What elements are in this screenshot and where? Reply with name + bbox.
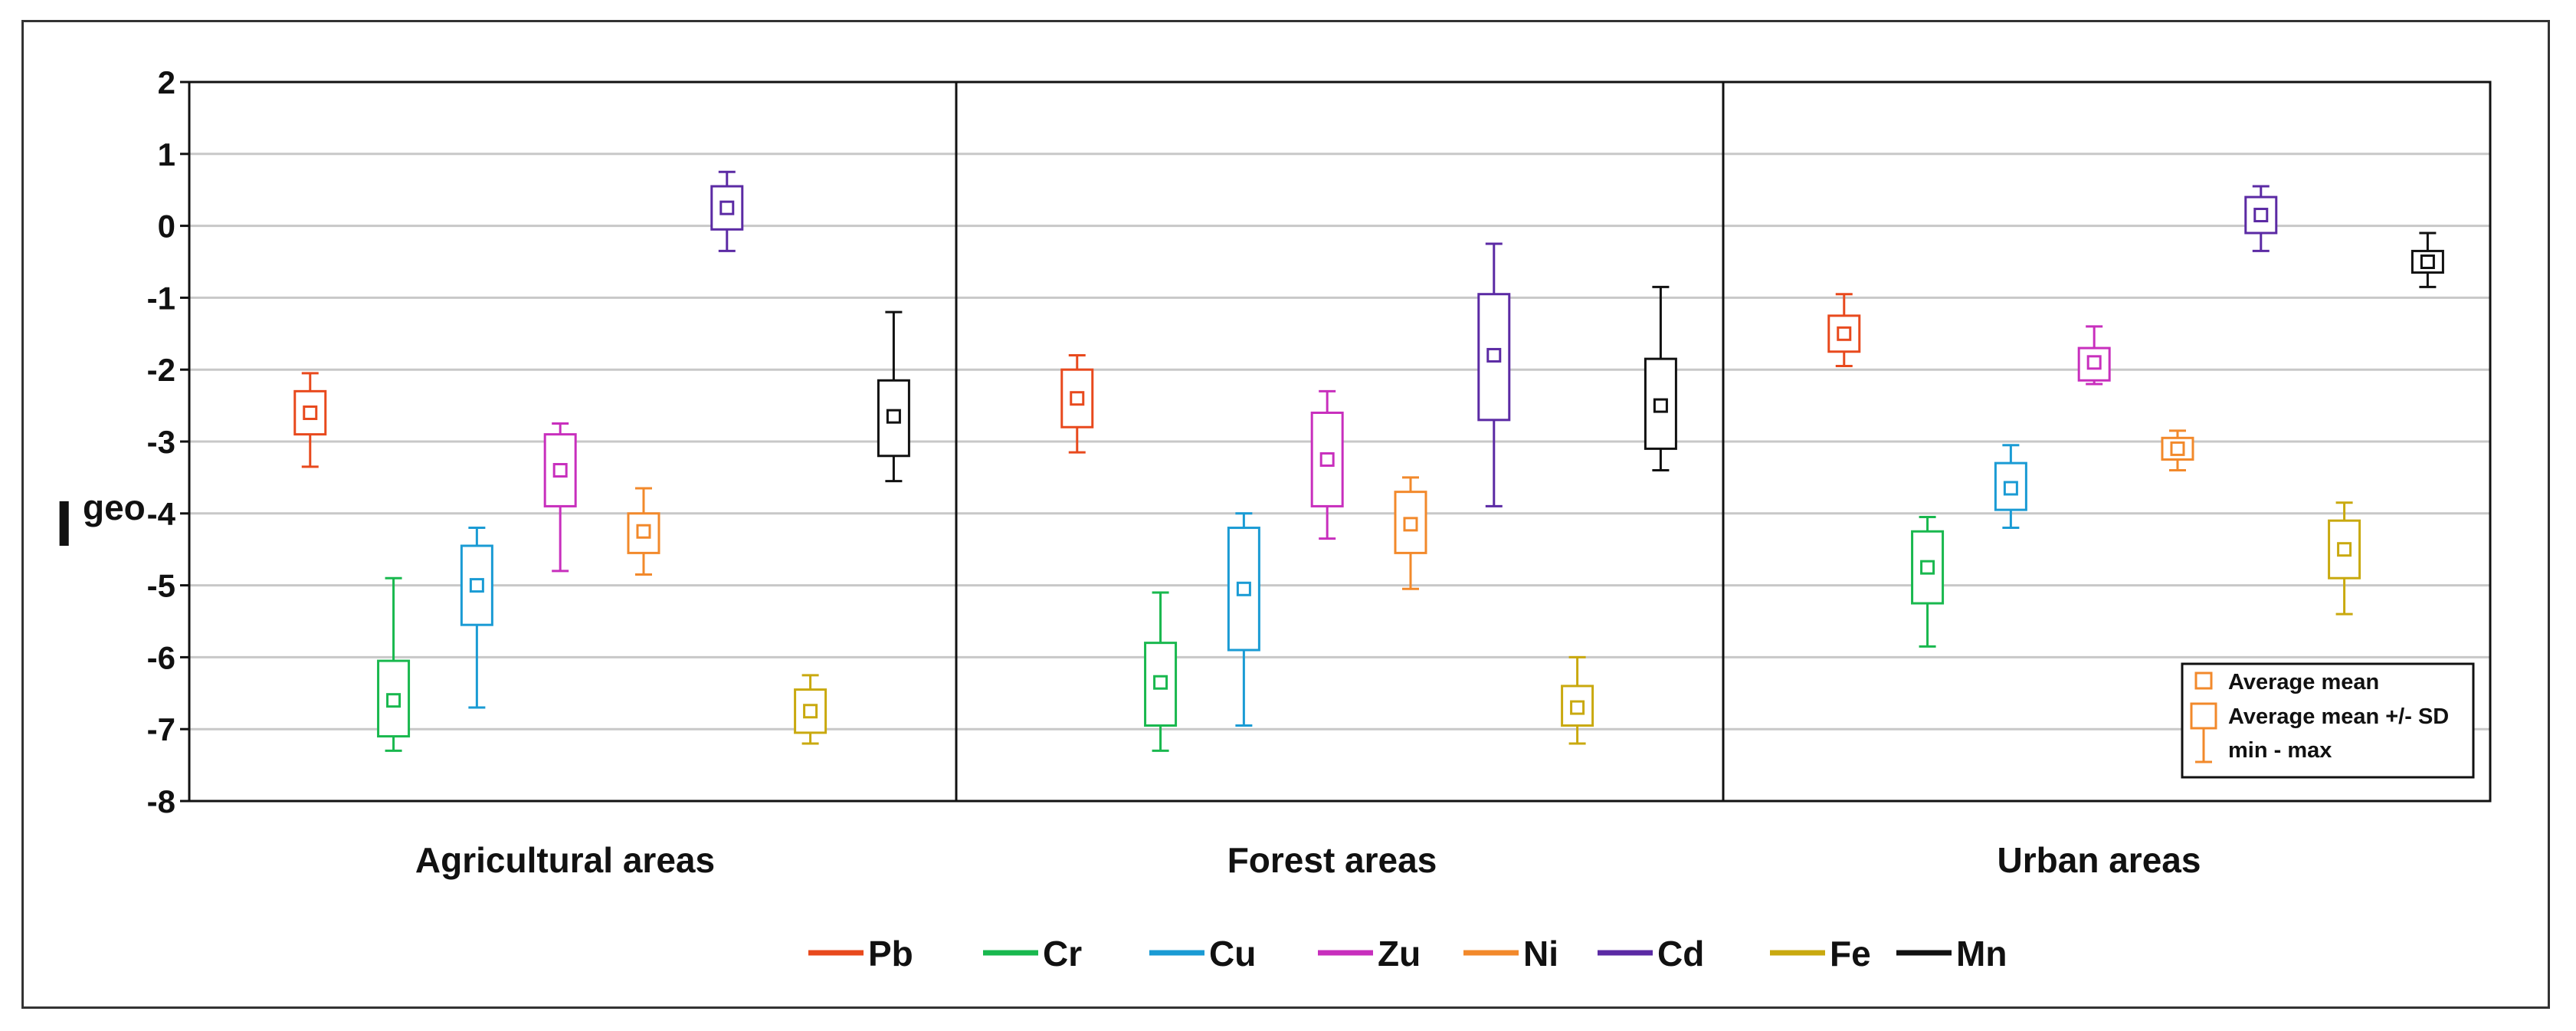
mean-marker <box>469 578 484 593</box>
box-pb <box>293 372 327 468</box>
mean-marker <box>2337 542 2352 557</box>
legend-item-pb: Pb <box>808 934 913 974</box>
mean-marker <box>803 704 818 719</box>
mean-marker <box>1153 675 1168 690</box>
legend-label: Cu <box>1209 934 1256 974</box>
y-tick-label: -6 <box>147 639 175 675</box>
y-tick-label: -5 <box>147 568 175 604</box>
key-label: Average mean <box>2228 670 2379 694</box>
box-cu <box>1227 512 1260 727</box>
mean-marker <box>2086 355 2102 370</box>
mean-marker <box>2253 208 2269 223</box>
box-fe <box>2328 501 2361 616</box>
mean-marker <box>1570 700 1585 715</box>
group-label: Agricultural areas <box>415 840 715 880</box>
y-axis: 2 1 0 -1 -2 -3 -4 -5 -6 -7 -8 <box>147 64 189 819</box>
legend-label: Mn <box>1956 934 2007 974</box>
group-labels: Agricultural areas Forest areas Urban area… <box>415 840 2201 880</box>
y-axis-label: I <box>55 488 73 560</box>
sd-box <box>710 185 744 231</box>
mean-marker <box>1070 391 1085 406</box>
mean-marker <box>1653 398 1668 413</box>
box-fe <box>794 674 828 745</box>
mean-marker <box>1319 451 1335 467</box>
mean-marker <box>2170 441 2185 456</box>
mean-marker <box>636 524 651 539</box>
box-mn <box>1644 285 1677 472</box>
box-cd <box>1477 242 1511 507</box>
y-tick-label: 2 <box>158 64 175 100</box>
plot-area <box>188 80 2492 803</box>
y-tick-label: -8 <box>147 783 175 819</box>
box-mn <box>2410 231 2444 288</box>
group-label: Urban areas <box>1998 840 2201 880</box>
box-cu <box>1994 444 2027 530</box>
box-zu <box>543 422 577 573</box>
y-tick-label: 0 <box>158 208 175 245</box>
sd-box <box>1060 368 1094 428</box>
legend-label: Cd <box>1657 934 1704 974</box>
mean-marker <box>1236 581 1251 596</box>
box-cu <box>460 527 493 709</box>
y-tick-label: -7 <box>147 711 175 747</box>
key-label: Average mean +/- SD <box>2228 704 2449 729</box>
legend-item-mn: Mn <box>1896 934 2007 974</box>
mean-marker <box>552 463 568 478</box>
legend: Pb Cr Cu Zu Ni Cd Fe Mn <box>808 934 2007 974</box>
box-pb <box>1827 293 1861 368</box>
box-zu <box>1310 389 1344 540</box>
y-axis-label-subscript: geo <box>83 488 146 527</box>
chart-frame <box>21 20 2550 1009</box>
legend-label: Ni <box>1523 934 1558 974</box>
mean-marker <box>303 405 318 420</box>
legend-item-cr: Cr <box>983 934 1082 974</box>
key-mean-symbol <box>2194 671 2213 690</box>
legend-label: Zu <box>1378 934 1421 974</box>
mean-marker <box>1403 517 1418 532</box>
box-mn <box>877 310 910 483</box>
legend-label: Cr <box>1043 934 1082 974</box>
box-cr <box>377 576 411 752</box>
box-key: Average mean Average mean +/- SD min - max <box>2181 662 2475 779</box>
mean-marker <box>2420 254 2435 269</box>
mean-marker <box>1486 347 1502 363</box>
legend-label: Fe <box>1830 934 1871 974</box>
box-cd <box>2244 185 2278 252</box>
box-ni <box>627 487 660 576</box>
sd-box <box>543 433 577 507</box>
key-label: min - max <box>2228 738 2332 763</box>
box-fe <box>1561 655 1594 745</box>
y-tick-label: -1 <box>147 280 175 316</box>
legend-item-zu: Zu <box>1318 934 1421 974</box>
legend-item-cd: Cd <box>1598 934 1704 974</box>
sd-box <box>1827 314 1861 353</box>
mean-marker <box>386 693 401 708</box>
mean-marker <box>886 409 901 424</box>
y-tick-label: -4 <box>147 496 176 532</box>
box-cr <box>1144 591 1178 752</box>
mean-marker <box>2003 481 2018 496</box>
mean-marker <box>719 200 735 215</box>
box-cd <box>710 170 744 252</box>
sd-box <box>1911 530 1945 605</box>
group-label: Forest areas <box>1227 840 1437 880</box>
key-sd-symbol <box>2190 702 2217 730</box>
legend-label: Pb <box>868 934 913 974</box>
key-frame <box>2181 662 2475 779</box>
mean-marker <box>1920 560 1935 575</box>
box-pb <box>1060 353 1094 454</box>
mean-marker <box>1837 326 1852 341</box>
box-zu <box>2077 325 2111 386</box>
legend-item-fe: Fe <box>1770 934 1871 974</box>
box-ni <box>2161 429 2194 472</box>
y-tick-label: -2 <box>147 352 175 388</box>
legend-item-ni: Ni <box>1463 934 1558 974</box>
box-cr <box>1911 515 1945 648</box>
legend-item-cu: Cu <box>1149 934 1256 974</box>
y-tick-label: -3 <box>147 424 175 460</box>
sd-box <box>293 389 327 436</box>
box-ni <box>1394 476 1427 590</box>
y-tick-label: 1 <box>158 136 175 172</box>
